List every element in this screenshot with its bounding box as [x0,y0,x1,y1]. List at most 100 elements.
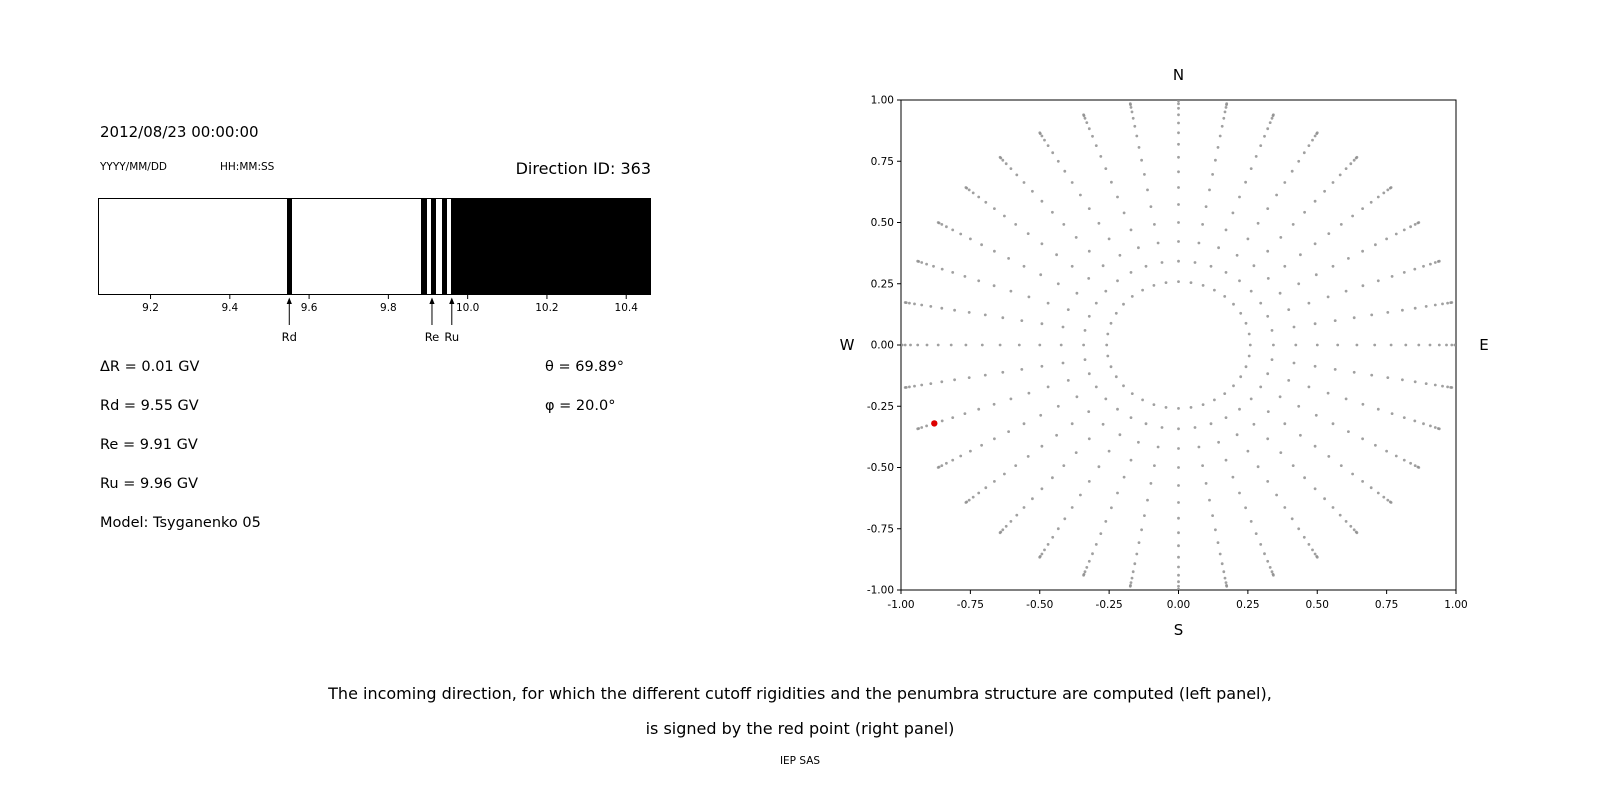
spoke-dot [1040,322,1044,326]
spoke-dot [1389,501,1393,504]
spoke-dot [1349,524,1353,528]
spoke-dot [1259,144,1263,147]
spoke-dot [1046,301,1050,305]
spoke-dot [1361,402,1365,406]
spoke-dot [1413,306,1417,310]
spoke-dot [953,308,956,312]
spoke-dot [1249,167,1253,170]
spoke-dot [1244,506,1247,510]
spoke-dot [1224,458,1228,462]
spoke-dot [1152,284,1156,287]
spoke-dot [1235,253,1239,257]
spoke-dot [1074,451,1078,454]
spoke-dot [1272,113,1275,117]
spoke-dot [913,302,916,306]
spoke-dot [1131,116,1135,120]
spoke-dot [951,458,955,462]
spoke-dot [1027,295,1031,299]
spoke-dot [1249,397,1253,401]
date-format-label: YYYY/MM/DD [100,161,168,173]
spoke-dot [1204,205,1208,209]
spoke-dot [1009,520,1013,523]
ru-value: Ru = 9.96 GV [100,476,199,492]
spoke-dot [913,384,916,388]
spoke-dot [1232,302,1235,306]
spoke-dot [977,491,981,495]
spoke-dot [1413,380,1417,384]
spoke-dot [1156,241,1160,245]
spoke-dot [1214,158,1217,162]
spoke-dot [1311,548,1314,552]
spoke-dot [1131,570,1135,574]
spoke-dot [1292,325,1296,329]
spoke-dot [1164,281,1168,284]
spoke-dot [1225,102,1229,106]
spoke-dot [1376,279,1380,283]
spoke-dot [1062,223,1066,226]
spoke-dot [1266,410,1270,413]
spoke-dot [1402,228,1406,232]
spoke-dot [1272,573,1275,577]
spoke-dot [1441,384,1444,388]
spoke-dot [1140,158,1143,162]
spoke-dot [1177,131,1180,135]
spoke-dot [1193,426,1197,429]
spoke-dot [1094,144,1098,147]
spoke-dot [1040,364,1044,368]
spoke-dot [1197,445,1201,449]
spoke-dot [1146,498,1149,502]
spoke-dot [1344,167,1348,170]
spoke-dot [1097,221,1101,225]
spoke-dot [1128,102,1132,106]
spoke-dot [1146,188,1149,192]
spoke-dot [984,200,988,204]
sky-x-tick-label: -0.75 [957,599,984,611]
spoke-dot [1177,100,1180,102]
spoke-dot [1177,106,1180,110]
spoke-dot [1143,514,1146,517]
spoke-dot [1313,364,1317,368]
spoke-dot [1437,259,1441,263]
spoke-dot [1235,433,1239,437]
spoke-dot [1177,407,1180,410]
spoke-dot [1369,486,1373,490]
spoke-dot [1149,205,1153,209]
spoke-dot [1376,491,1380,495]
spoke-dot [1015,173,1019,177]
spoke-dot [1254,532,1258,535]
spoke-dot [1259,301,1263,305]
spoke-dot [1177,221,1180,224]
spoke-dot [1401,378,1404,382]
spoke-dot [1009,397,1013,401]
spoke-dot [1339,223,1343,226]
spoke-dot [1355,343,1359,347]
spoke-dot [1385,237,1388,241]
penumbra-allowed-band [441,199,447,294]
spoke-dot [1177,102,1180,106]
spoke-dot [1213,288,1216,292]
spoke-dot [940,464,944,467]
spoke-dot [1177,240,1180,243]
spoke-dot [1177,203,1180,206]
spoke-dot [1118,253,1122,257]
spoke-dot [1370,373,1374,377]
sky-y-tick-label: 0.75 [871,156,894,168]
spoke-dot [1039,273,1043,277]
spoke-dot [1061,361,1065,365]
spoke-dot [1135,552,1139,556]
spoke-dot [1177,447,1180,450]
spoke-dot [969,237,972,241]
spoke-dot [1040,134,1044,138]
spoke-dot [1437,427,1441,431]
sky-y-tick-label: 0.00 [871,340,894,352]
spoke-dot [1083,116,1087,120]
spoke-dot [916,259,920,263]
sky-x-tick-label: -0.50 [1026,599,1053,611]
spoke-dot [1056,282,1060,286]
cutoff-marker-label: Ru [444,330,459,344]
spoke-dot [951,271,955,274]
spoke-dot [1079,193,1082,197]
spoke-dot [980,343,984,347]
spoke-dot [1038,131,1042,135]
spoke-dot [1336,343,1340,347]
